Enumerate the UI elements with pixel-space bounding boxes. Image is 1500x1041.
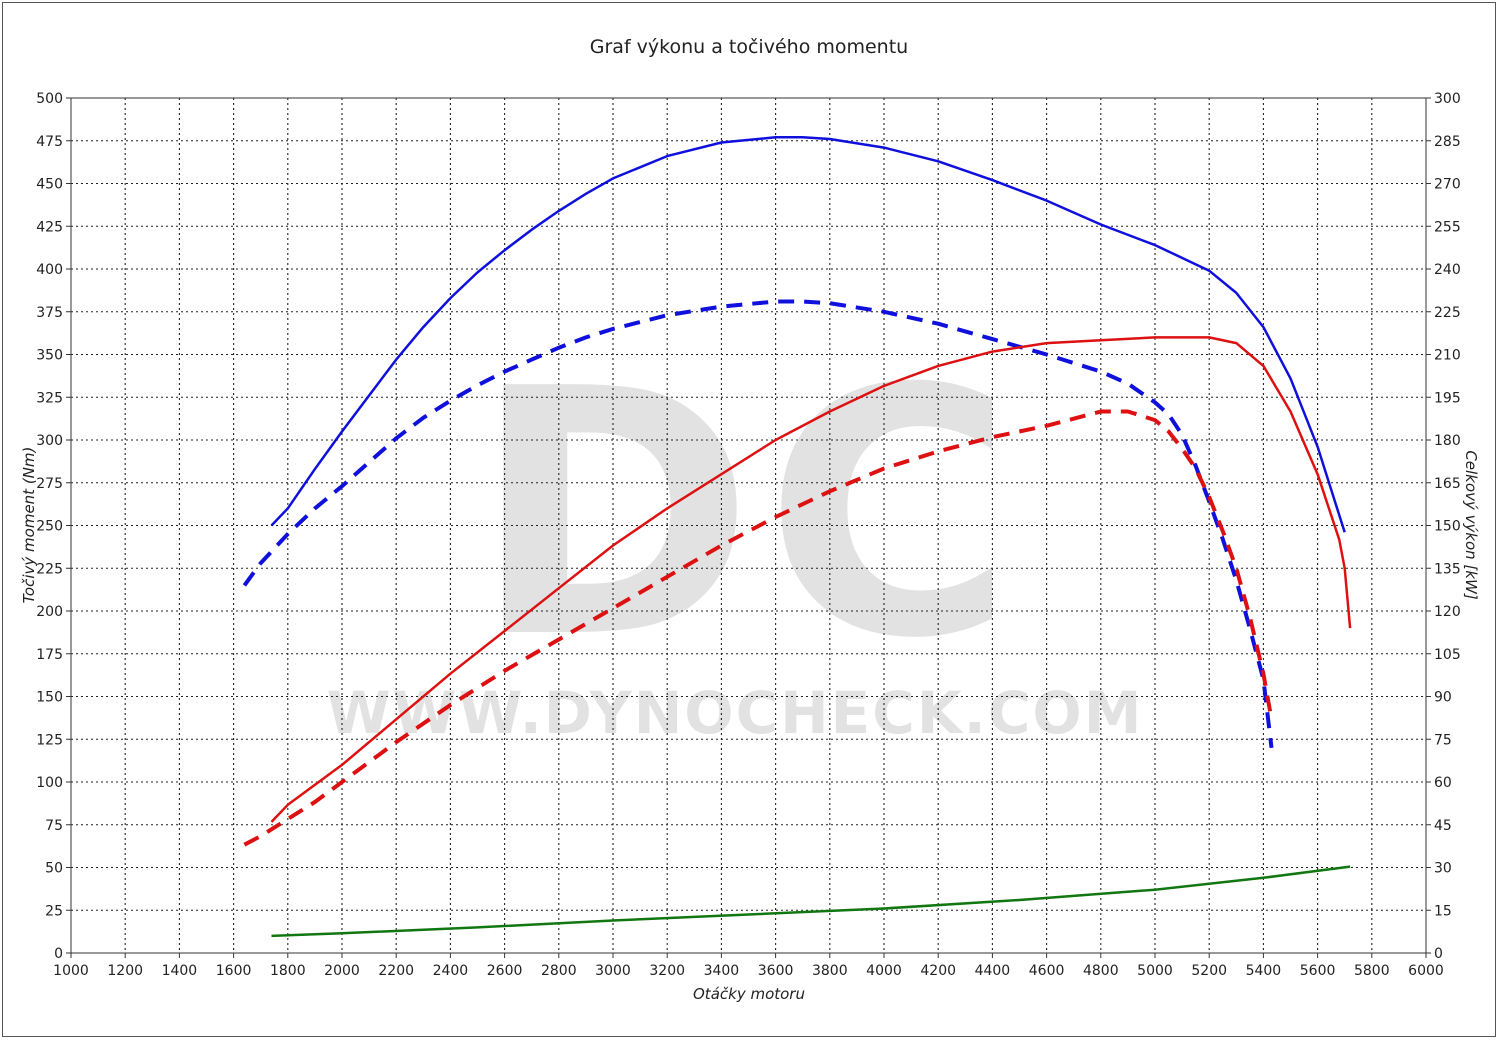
x-tick-label: 1400 [162, 963, 198, 979]
y-left-tick-label: 50 [45, 861, 63, 877]
y-left-tick-label: 0 [54, 946, 63, 962]
y-left-axis-label: Točivý moment (Nm) [20, 447, 38, 604]
y-left-tick-label: 225 [36, 561, 63, 577]
series-line-4 [271, 865, 1351, 938]
x-tick-label: 1600 [216, 963, 252, 979]
x-tick-label: 1200 [107, 963, 143, 979]
y-right-tick-label: 195 [1434, 390, 1461, 406]
y-left-tick-label: 375 [36, 305, 63, 321]
y-right-tick-label: 285 [1434, 134, 1461, 150]
y-left-tick-label: 350 [36, 348, 63, 364]
y-left-tick-label: 275 [36, 476, 63, 492]
x-tick-label: 2200 [378, 963, 414, 979]
series [242, 136, 1352, 938]
y-left-tick-label: 200 [36, 604, 63, 620]
y-right-tick-label: 210 [1434, 348, 1461, 364]
x-tick-label: 4400 [975, 963, 1011, 979]
chart-title: Graf výkonu a točivého momentu [590, 36, 908, 58]
y-right-tick-label: 90 [1434, 690, 1452, 706]
y-right-tick-label: 165 [1434, 476, 1461, 492]
x-tick-label: 3600 [758, 963, 794, 979]
y-right-tick-label: 255 [1434, 219, 1461, 235]
y-right-tick-label: 15 [1434, 903, 1452, 919]
y-left-tick-label: 500 [36, 91, 63, 107]
y-left-tick-label: 250 [36, 519, 63, 535]
x-tick-label: 3000 [595, 963, 631, 979]
x-tick-label: 4800 [1083, 963, 1119, 979]
x-tick-label: 5000 [1137, 963, 1173, 979]
y-left-tick-label: 25 [45, 903, 63, 919]
x-tick-label: 5400 [1246, 963, 1282, 979]
x-tick-label: 3200 [649, 963, 685, 979]
ticks: 1000 1200 1400 1600 1800 2000 2200 2400 2600 2800… [36, 91, 1460, 979]
x-tick-label: 3400 [704, 963, 740, 979]
y-left-tick-label: 75 [45, 818, 63, 834]
series-line-3 [243, 409, 1274, 847]
x-tick-label: 5200 [1191, 963, 1227, 979]
y-left-tick-label: 475 [36, 134, 63, 150]
y-right-tick-label: 150 [1434, 519, 1461, 535]
x-tick-label: 2400 [433, 963, 469, 979]
x-tick-label: 4000 [866, 963, 902, 979]
y-right-tick-label: 60 [1434, 775, 1452, 791]
x-tick-label: 6000 [1408, 963, 1444, 979]
x-tick-label: 2000 [324, 963, 360, 979]
y-left-tick-label: 150 [36, 690, 63, 706]
y-right-tick-label: 225 [1434, 305, 1461, 321]
y-left-tick-label: 400 [36, 262, 63, 278]
y-left-tick-label: 325 [36, 390, 63, 406]
y-right-tick-label: 300 [1434, 91, 1461, 107]
series-line-1 [242, 299, 1274, 749]
y-right-tick-label: 270 [1434, 177, 1461, 193]
y-right-tick-label: 135 [1434, 561, 1461, 577]
y-right-tick-label: 105 [1434, 647, 1461, 663]
series-line-0 [270, 136, 1346, 533]
watermark-url: WWW.DYNOCHECK.COM [327, 679, 1144, 747]
x-tick-label: 5800 [1354, 963, 1390, 979]
y-left-tick-label: 425 [36, 219, 63, 235]
y-right-tick-label: 30 [1434, 861, 1452, 877]
y-right-axis-label: Celkový výkon [kW] [1462, 450, 1480, 600]
watermark: DC WWW.DYNOCHECK.COM [327, 317, 1144, 747]
x-tick-label: 1000 [53, 963, 89, 979]
x-tick-label: 5600 [1300, 963, 1336, 979]
x-tick-label: 2800 [541, 963, 577, 979]
x-tick-label: 4200 [920, 963, 956, 979]
y-right-tick-label: 0 [1434, 946, 1443, 962]
grid [71, 98, 1426, 953]
watermark-logo: DC [472, 317, 1024, 713]
y-right-tick-label: 45 [1434, 818, 1452, 834]
y-left-tick-label: 175 [36, 647, 63, 663]
y-left-tick-label: 100 [36, 775, 63, 791]
y-right-tick-label: 240 [1434, 262, 1461, 278]
x-tick-label: 2600 [487, 963, 523, 979]
x-tick-label: 3800 [812, 963, 848, 979]
x-tick-label: 1800 [270, 963, 306, 979]
y-right-tick-label: 75 [1434, 732, 1452, 748]
x-axis-label: Otáčky motoru [693, 985, 805, 1003]
x-tick-label: 4600 [1029, 963, 1065, 979]
y-left-tick-label: 450 [36, 177, 63, 193]
y-right-tick-label: 180 [1434, 433, 1461, 449]
y-left-tick-label: 125 [36, 732, 63, 748]
y-right-tick-label: 120 [1434, 604, 1461, 620]
y-left-tick-label: 300 [36, 433, 63, 449]
plot-area-border [70, 97, 1427, 954]
series-line-2 [270, 336, 1352, 823]
